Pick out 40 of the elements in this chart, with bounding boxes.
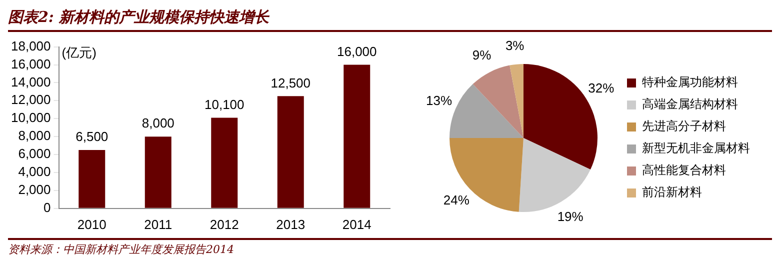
y-tick-label: 18,000 (10, 38, 51, 54)
data-label: 9% (472, 48, 492, 63)
x-tick-label: 2013 (276, 216, 306, 232)
data-label: 16,000 (336, 44, 377, 59)
bar (211, 118, 238, 208)
data-label: 6,500 (76, 129, 108, 144)
y-tick-label: 8,000 (18, 128, 51, 144)
data-label: 8,000 (142, 116, 174, 131)
y-axis-title: (亿元) (62, 44, 96, 60)
x-tick-label: 2014 (342, 216, 372, 232)
bar (277, 96, 304, 208)
legend-label: 高性能复合材料 (642, 163, 726, 178)
legend-label: 先进高分子材料 (642, 119, 726, 134)
data-label: 32% (588, 80, 615, 96)
y-tick-label: 14,000 (10, 74, 51, 90)
y-tick-label: 12,000 (10, 92, 51, 108)
legend-label: 前沿新材料 (642, 185, 702, 200)
legend-label: 高端金属结构材料 (642, 97, 738, 112)
y-tick-label: 6,000 (18, 146, 51, 162)
bar (144, 136, 172, 208)
y-tick-label: 10,000 (10, 110, 51, 126)
data-label: 19% (557, 208, 584, 224)
bar (344, 64, 370, 208)
x-tick-label: 2012 (210, 216, 239, 232)
data-label: 12,500 (270, 75, 311, 90)
legend-label: 特种金属功能材料 (642, 75, 738, 90)
data-label: 3% (505, 38, 525, 53)
bar (78, 150, 106, 208)
y-tick-label: 2,000 (18, 182, 51, 198)
data-label: 10,100 (204, 96, 244, 112)
data-label: 13% (426, 93, 453, 108)
y-tick-label: 4,000 (18, 164, 51, 180)
x-tick-label: 2011 (144, 216, 172, 232)
y-tick-label: 0 (44, 200, 51, 215)
x-tick-label: 2010 (77, 216, 106, 232)
y-tick-label: 16,000 (10, 56, 51, 72)
text: 资料来源：中国新材料产业年度发展报告2014 (8, 242, 235, 257)
legend-label: 新型无机非金属材料 (642, 141, 750, 156)
data-label: 24% (443, 192, 470, 208)
chart-title: 图表2: 新材料的产业规模保持快速增长 (8, 8, 772, 32)
